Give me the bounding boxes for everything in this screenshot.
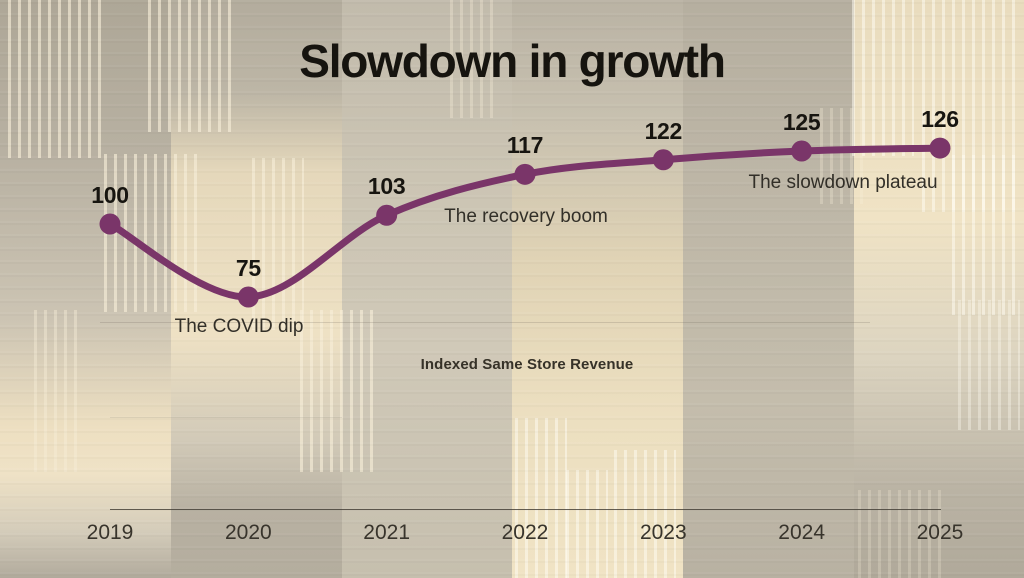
barcode-stripes: [8, 0, 106, 158]
barcode-stripes: [450, 0, 498, 118]
x-axis-line: [110, 509, 941, 510]
barcode-stripes: [852, 0, 914, 156]
x-axis-label: 2025: [916, 521, 964, 544]
barcode-stripes: [566, 470, 608, 578]
x-axis-label: 2024: [778, 521, 825, 544]
data-point-marker: [514, 163, 536, 185]
barcode-stripes: [858, 490, 948, 578]
x-axis-label: 2020: [224, 521, 272, 544]
data-point-label: 125: [782, 109, 821, 135]
data-point-label: 126: [921, 106, 959, 133]
annotation-recovery-boom: The recovery boom: [444, 206, 608, 227]
data-point-label: 100: [91, 182, 129, 208]
chart-title: Slowdown in growth: [299, 35, 726, 87]
x-axis-label: 2021: [363, 521, 411, 544]
x-axis-label: 2023: [639, 521, 687, 544]
barcode-stripes: [958, 300, 1020, 430]
texture-seam: [100, 322, 870, 323]
data-point-label: 122: [644, 117, 683, 144]
data-point-marker: [376, 204, 398, 226]
barcode-stripes: [614, 450, 676, 578]
barcode-stripes: [148, 0, 236, 132]
barcode-stripes: [252, 158, 304, 330]
texture-seam: [110, 417, 342, 418]
data-point-marker: [652, 149, 674, 171]
annotation-covid-dip: The COVID dip: [174, 316, 304, 337]
barcode-stripes: [820, 108, 866, 204]
barcode-stripes: [515, 418, 567, 578]
x-axis-label: 2022: [501, 521, 549, 544]
background-column: [342, 0, 512, 578]
data-point-marker: [791, 140, 813, 162]
annotation-slowdown-plateau: The slowdown plateau: [748, 172, 938, 193]
chart-caption: Indexed Same Store Revenue: [420, 356, 634, 373]
data-point-label: 117: [506, 132, 544, 159]
data-point-label: 75: [235, 255, 261, 281]
data-point-marker: [99, 213, 121, 235]
barcode-stripes: [952, 155, 1022, 315]
data-point-marker: [929, 137, 951, 159]
x-axis-label: 2019: [86, 521, 134, 544]
barcode-stripes: [34, 310, 82, 472]
barcode-stripes: [300, 310, 380, 472]
data-point-label: 103: [367, 173, 406, 200]
background-column: [683, 0, 854, 578]
data-point-marker: [237, 286, 259, 308]
